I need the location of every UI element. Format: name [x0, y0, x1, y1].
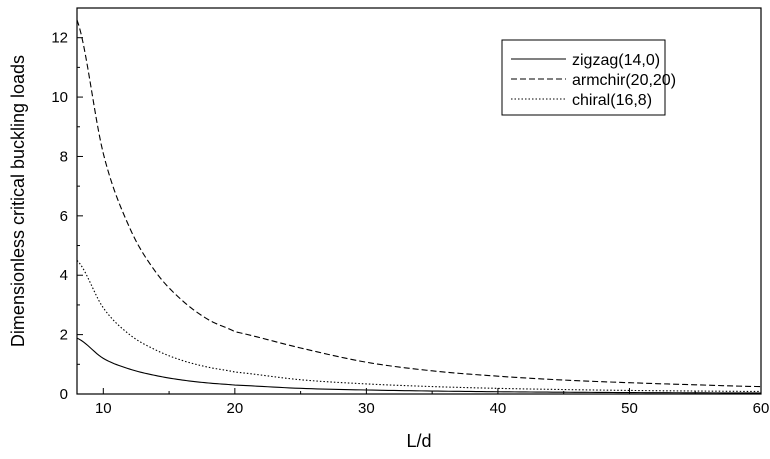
- plot-frame: [76, 7, 762, 395]
- x-tick-label: 40: [490, 400, 507, 417]
- y-axis-label: Dimensionless critical buckling loads: [8, 55, 28, 347]
- x-tick-label: 20: [227, 400, 244, 417]
- lines-layer: [77, 19, 761, 394]
- x-tick-label: 10: [95, 400, 112, 417]
- x-axis-label: L/d: [406, 431, 431, 451]
- series-line-0: [77, 337, 761, 394]
- y-tick-label: 12: [51, 30, 68, 47]
- ticks-layer: 10 20 30 40 50 60 0 2 4 6 8 10 12: [51, 30, 769, 417]
- y-tick-label: 10: [51, 89, 68, 106]
- y-tick-label: 2: [60, 327, 68, 344]
- legend: zigzag(14,0) armchir(20,20) chiral(16,8): [501, 39, 676, 116]
- x-tick-label: 60: [753, 400, 770, 417]
- legend-label-1: armchir(20,20): [572, 72, 676, 89]
- x-tick-label: 30: [358, 400, 375, 417]
- legend-label-2: chiral(16,8): [572, 92, 652, 109]
- legend-box: [501, 39, 666, 116]
- x-tick-label: 50: [621, 400, 638, 417]
- legend-label-0: zigzag(14,0): [572, 52, 660, 69]
- y-tick-label: 4: [60, 267, 68, 284]
- y-tick-label: 0: [60, 386, 68, 403]
- series-line-2: [77, 260, 761, 393]
- series-line-1: [77, 19, 761, 388]
- y-tick-label: 8: [60, 148, 68, 165]
- y-tick-label: 6: [60, 208, 68, 225]
